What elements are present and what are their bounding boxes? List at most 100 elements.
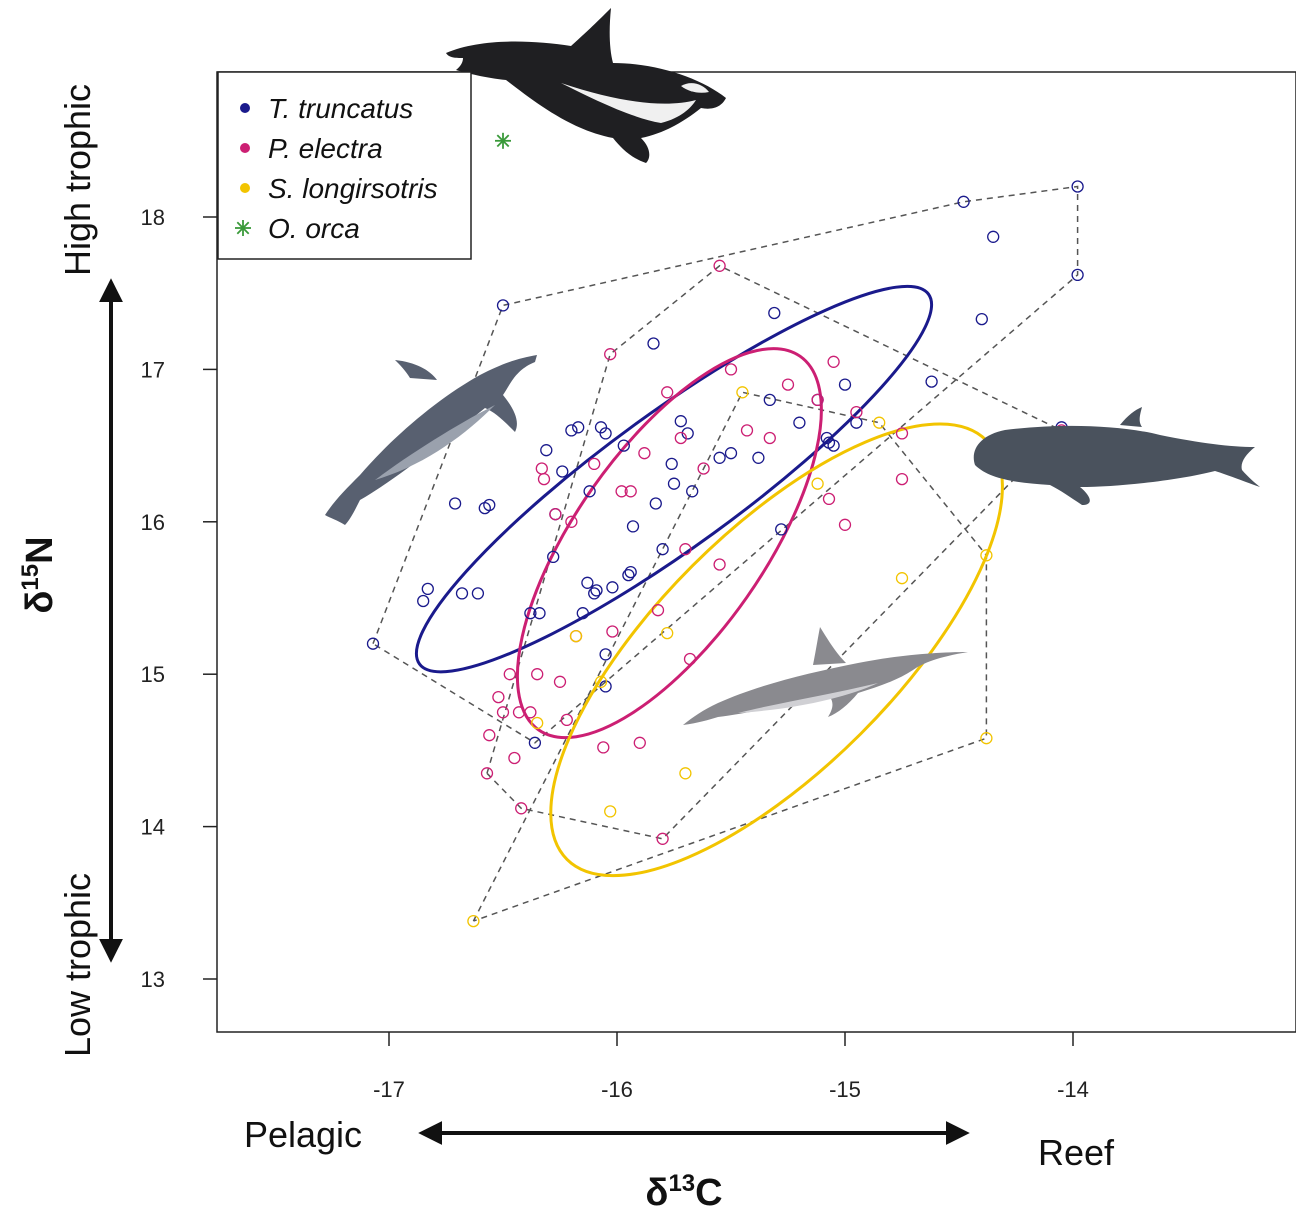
hull-2	[472, 391, 988, 922]
point-1-15	[565, 515, 578, 528]
point-1-24	[638, 447, 651, 460]
point-0-3	[448, 497, 462, 510]
legend: T. truncatus P. electra S. longirsotris O. …	[217, 71, 472, 260]
y-tick-label: 17	[141, 357, 165, 382]
point-0-29	[622, 568, 635, 582]
point-1-29	[683, 652, 697, 666]
point-0-58	[1071, 268, 1084, 282]
point-1-40	[838, 518, 852, 531]
point-0-53	[925, 375, 938, 388]
point-1-19	[606, 625, 619, 638]
point-1-13	[553, 675, 567, 688]
point-0-57	[1071, 180, 1084, 193]
point-1-23	[633, 736, 646, 749]
legend-marker-1	[240, 143, 250, 153]
point-1-34	[740, 424, 754, 437]
point-2-1	[531, 716, 544, 730]
point-0-22	[590, 584, 603, 597]
point-0-44	[768, 306, 781, 320]
x-end-label-left: Pelagic	[244, 1114, 362, 1155]
point-0-26	[599, 680, 612, 693]
point-1-0	[480, 767, 494, 780]
spinner-dolphin-silhouette	[683, 627, 968, 725]
point-0-40	[713, 451, 726, 464]
point-0-30	[624, 565, 637, 579]
point-1-12	[549, 508, 562, 521]
point-0-56	[975, 312, 988, 326]
y-axis-title: δ15N	[17, 536, 61, 613]
point-0-51	[838, 378, 852, 391]
point-0-36	[667, 477, 681, 490]
y-axis-title-suffix: N	[19, 536, 61, 563]
point-0-31	[626, 520, 640, 533]
point-0-28	[617, 439, 630, 452]
ellipse-0	[414, 284, 934, 674]
legend-marker-3	[235, 220, 251, 236]
x-axis-title-suffix: C	[695, 1172, 722, 1211]
point-0-17	[572, 421, 585, 434]
legend-label-1: P. electra	[268, 133, 383, 164]
point-1-37	[811, 393, 824, 407]
point-2-10	[895, 572, 909, 585]
point-0-33	[649, 497, 662, 510]
point-0-25	[599, 648, 612, 661]
point-2-7	[736, 386, 749, 399]
point-0-46	[793, 416, 806, 429]
point-0-54	[957, 195, 970, 208]
point-2-5	[661, 626, 674, 640]
y-tick-label: 14	[141, 815, 165, 840]
point-2-0	[467, 914, 480, 928]
point-0-38	[681, 427, 694, 440]
point-1-21	[615, 485, 628, 498]
y-tick-label: 15	[141, 662, 165, 687]
legend-label-2: S. longirsotris	[268, 173, 438, 204]
point-1-32	[713, 259, 726, 272]
point-2-6	[679, 767, 692, 780]
point-1-1	[483, 729, 496, 742]
point-2-4	[604, 805, 617, 818]
point-0-27	[606, 581, 619, 594]
point-1-36	[781, 378, 795, 391]
point-0-4	[455, 587, 469, 600]
orca-silhouette	[446, 8, 726, 163]
point-0-13	[547, 550, 560, 564]
point-0-20	[583, 485, 596, 498]
point-1-20	[604, 348, 617, 361]
x-end-label-right: Reef	[1038, 1132, 1115, 1173]
point-1-45	[656, 832, 669, 845]
legend-marker-0	[240, 103, 250, 113]
point-2-12	[980, 732, 993, 745]
point-0-55	[987, 230, 1000, 243]
point-1-11	[537, 472, 551, 486]
point-0-8	[496, 299, 510, 312]
point-0-5	[471, 587, 485, 600]
x-axis-title-sup: 13	[668, 1170, 695, 1197]
point-0-10	[528, 736, 542, 749]
point-1-26	[661, 386, 674, 399]
data-points	[366, 132, 1084, 928]
hull-0	[372, 185, 1079, 744]
point-1-35	[763, 431, 776, 445]
point-0-34	[656, 543, 669, 556]
point-1-18	[597, 741, 610, 754]
legend-label-0: T. truncatus	[268, 93, 413, 124]
y-axis-title-prefix: δ	[19, 591, 61, 614]
point-2-9	[873, 416, 886, 429]
x-axis-title-prefix: δ	[645, 1172, 668, 1211]
x-tick-label: -15	[829, 1077, 861, 1102]
point-0-19	[581, 576, 594, 589]
point-1-28	[679, 543, 692, 556]
point-2-8	[811, 477, 824, 490]
point-1-33	[724, 363, 738, 376]
point-0-35	[665, 457, 678, 471]
point-0-50	[827, 439, 840, 452]
bottlenose-dolphin-silhouette	[325, 355, 537, 525]
x-axis: -17 -16 -15 -14	[373, 1032, 1089, 1102]
y-tick-label: 18	[141, 205, 165, 230]
point-0-9	[524, 607, 537, 620]
y-end-label-bottom: Low trophic	[57, 873, 98, 1057]
legend-label-3: O. orca	[268, 213, 360, 244]
point-1-5	[508, 751, 521, 765]
point-0-23	[594, 421, 608, 434]
point-1-39	[827, 355, 840, 368]
